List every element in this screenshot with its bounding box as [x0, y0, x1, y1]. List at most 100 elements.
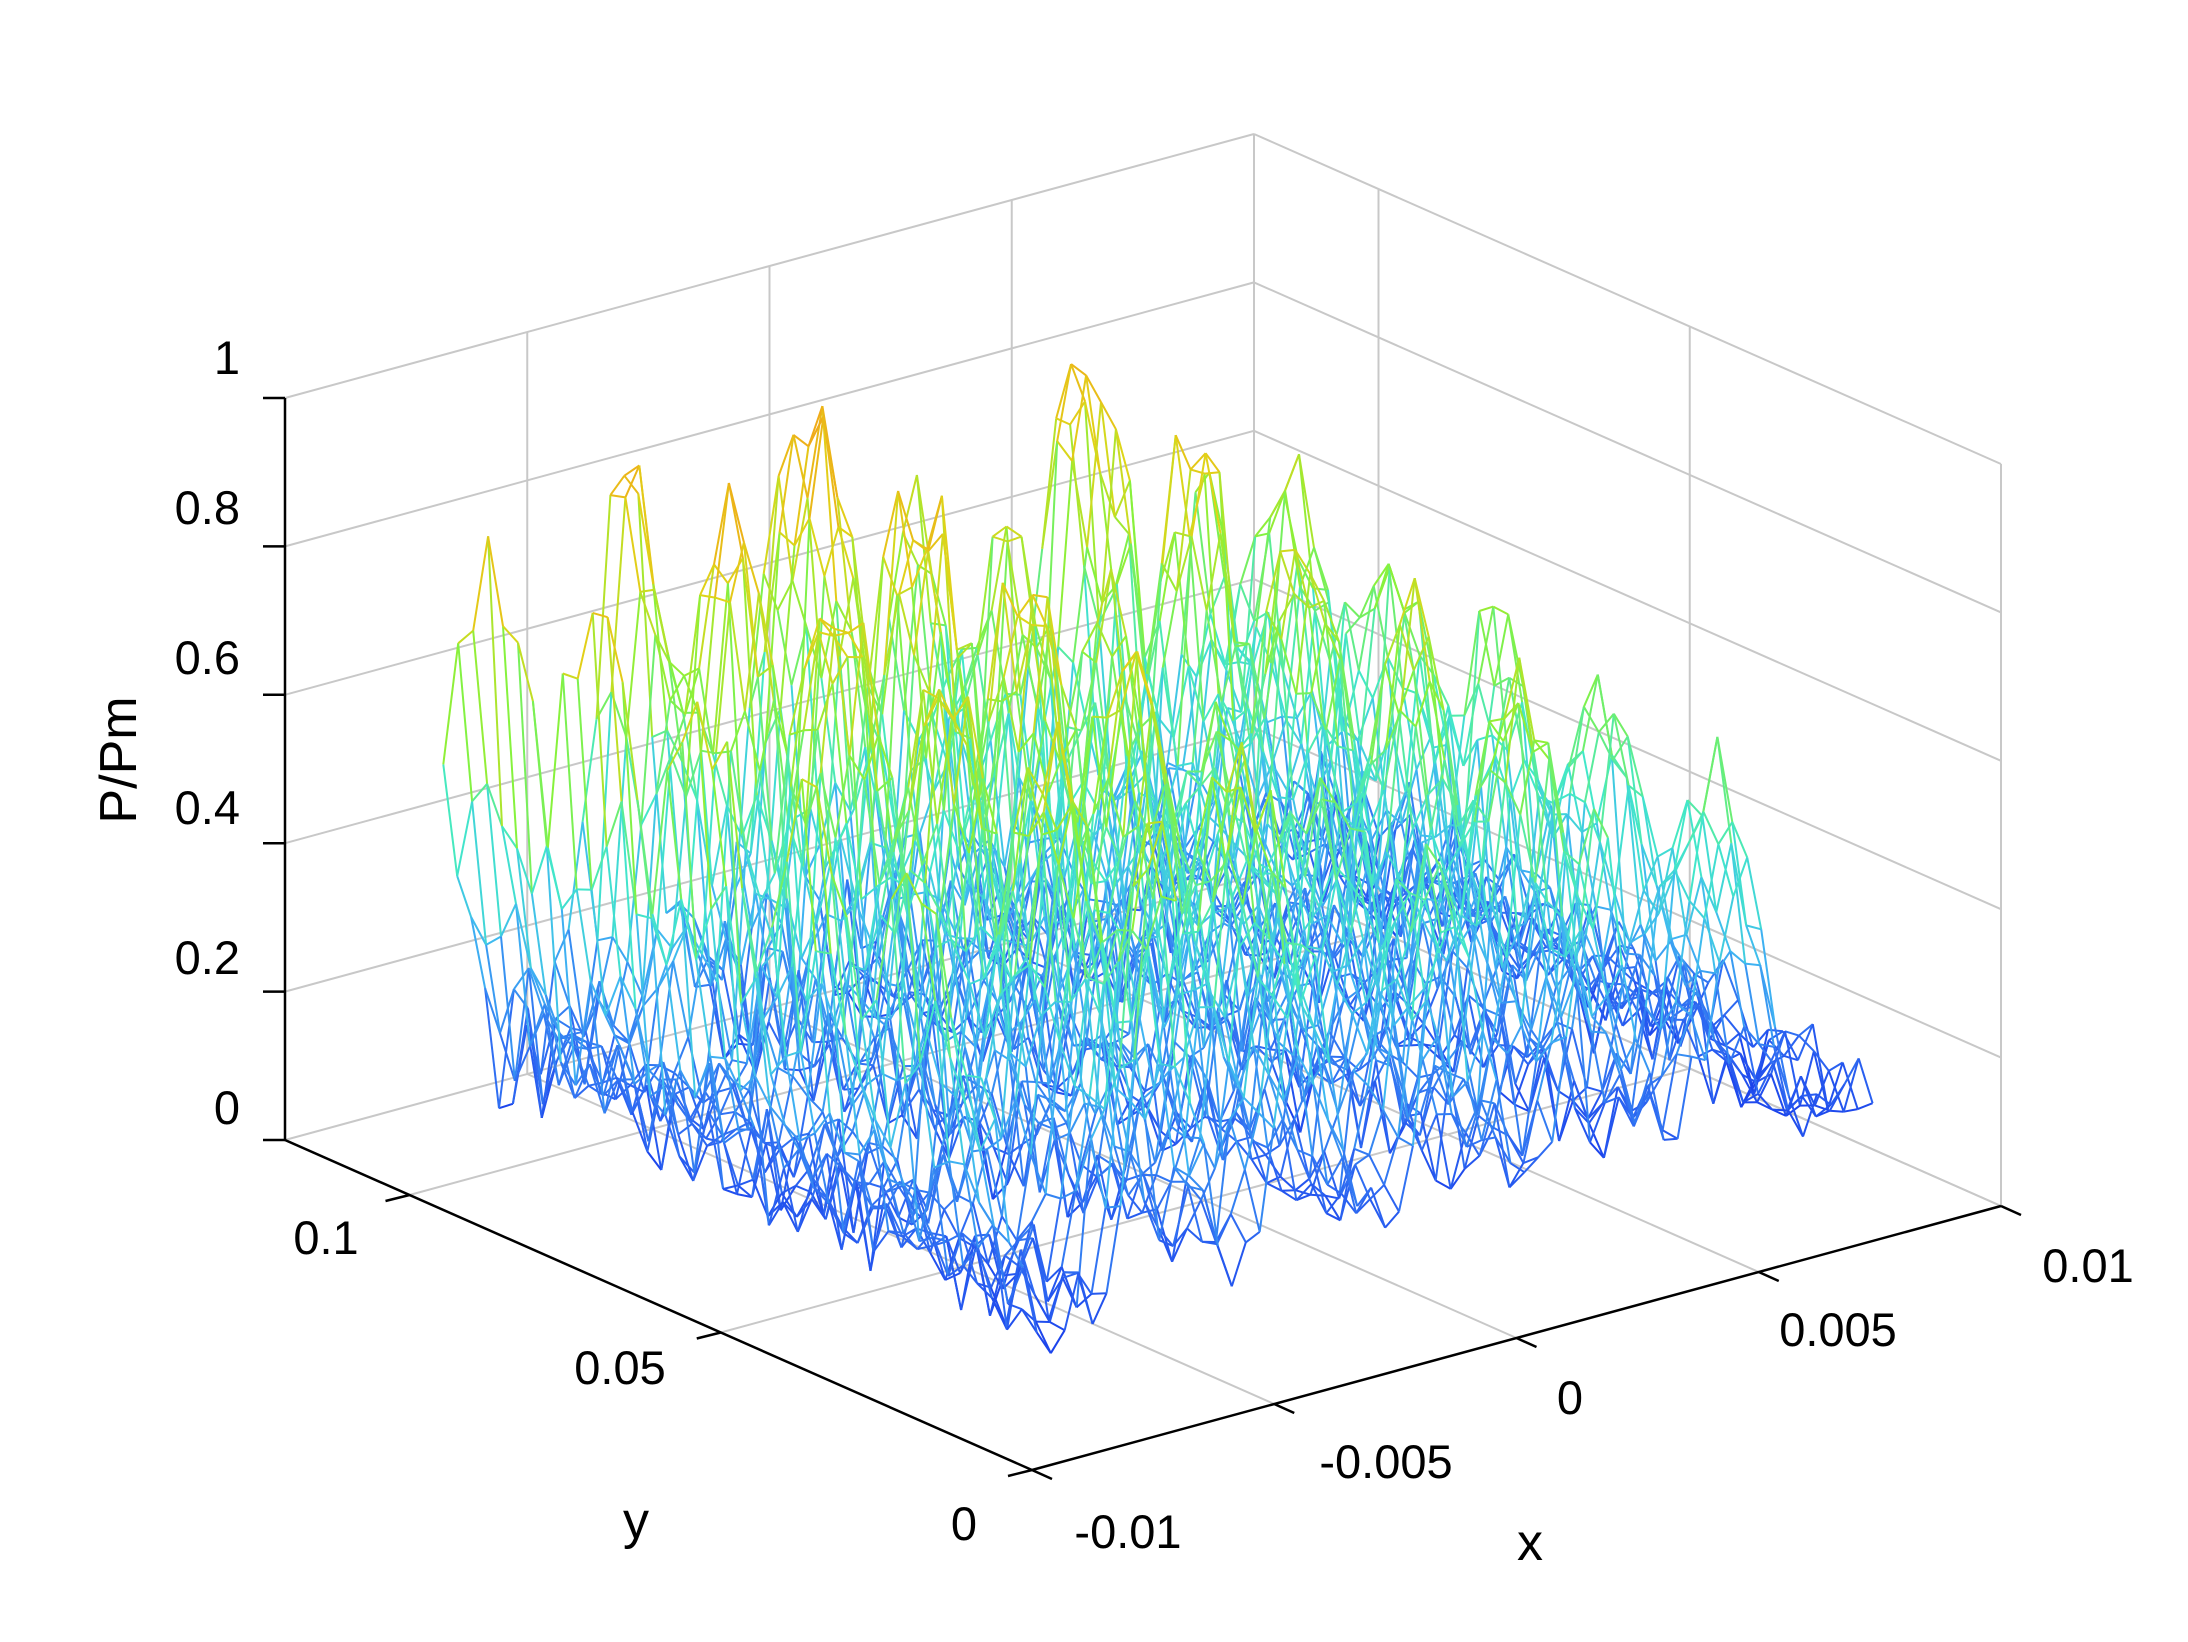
- mesh-segment: [951, 716, 967, 952]
- mesh-segment: [1481, 1136, 1496, 1142]
- mesh-segment: [1324, 1195, 1342, 1221]
- mesh-segment: [1588, 1122, 1605, 1159]
- mesh-segment: [1282, 1054, 1300, 1102]
- mesh-segment: [1296, 717, 1312, 798]
- mesh-segment: [1724, 1044, 1741, 1055]
- mesh-segment: [1602, 1097, 1620, 1159]
- mesh-segment: [1032, 597, 1049, 734]
- mesh-segment: [1208, 991, 1225, 1058]
- mesh-segment: [791, 1075, 809, 1097]
- mesh-segment: [983, 934, 1000, 1039]
- mesh-segment: [1058, 918, 1075, 1041]
- mesh-segment: [736, 1193, 753, 1199]
- mesh-segment: [639, 591, 657, 636]
- mesh-segment: [790, 823, 807, 968]
- mesh-segment: [1298, 984, 1316, 1030]
- mesh-segment: [1440, 926, 1456, 934]
- mesh-segment: [760, 966, 778, 999]
- mesh-segment: [655, 755, 673, 795]
- mesh-segment: [1249, 718, 1266, 745]
- mesh-segment: [1279, 551, 1296, 595]
- mesh-segment: [1068, 1133, 1085, 1214]
- mesh-segment: [692, 1145, 709, 1182]
- mesh-segment: [1028, 963, 1046, 988]
- mesh-segment: [807, 1111, 824, 1135]
- mesh-segment: [712, 583, 729, 755]
- mesh-segment: [899, 655, 916, 877]
- mesh-segment: [964, 1047, 980, 1122]
- mesh-segment: [485, 944, 501, 1034]
- mesh-segment: [1187, 666, 1205, 722]
- mesh-segment: [1240, 742, 1258, 831]
- mesh-segment: [744, 849, 762, 902]
- mesh-segment: [1224, 862, 1241, 948]
- mesh-segment: [677, 1123, 693, 1136]
- mesh-segment: [1380, 892, 1398, 1003]
- mesh-segment: [1788, 1096, 1804, 1137]
- mesh-segment: [484, 988, 500, 1109]
- mesh-segment: [762, 997, 778, 1020]
- mesh-segment: [1263, 1041, 1280, 1090]
- mesh-segment: [838, 1161, 855, 1234]
- mesh-segment: [863, 779, 881, 885]
- mesh-segment: [1008, 1242, 1024, 1268]
- mesh-segment: [1590, 1031, 1606, 1103]
- mesh-segment: [797, 970, 815, 1101]
- mesh-segment: [1446, 744, 1463, 910]
- mesh-segment: [587, 1045, 602, 1050]
- mesh-segment: [1002, 677, 1020, 753]
- mesh-segment: [1829, 1109, 1844, 1113]
- mesh-segment: [978, 1202, 995, 1228]
- mesh-segment: [1360, 1060, 1377, 1149]
- mesh-segment: [748, 573, 765, 709]
- mesh-segment: [1466, 1030, 1484, 1082]
- mesh-segment: [815, 787, 832, 954]
- mesh-segment: [835, 965, 852, 1029]
- mesh-segment: [1634, 966, 1652, 1027]
- mesh-segment: [1388, 566, 1406, 614]
- mesh-segment: [1525, 887, 1542, 981]
- mesh-segment: [836, 496, 854, 538]
- mesh-segment: [1073, 977, 1090, 1087]
- mesh-segment: [1787, 1095, 1803, 1111]
- mesh-segment: [1186, 770, 1202, 787]
- mesh-segment: [1506, 749, 1523, 871]
- mesh-segment: [669, 699, 686, 716]
- mesh-segment: [1368, 1109, 1385, 1156]
- mesh-segment: [649, 1085, 665, 1098]
- mesh-segment: [1756, 1073, 1772, 1103]
- mesh-segment: [759, 872, 776, 902]
- mesh-segment: [1583, 731, 1600, 803]
- mesh-segment: [1703, 844, 1720, 919]
- mesh-segment: [1660, 1002, 1677, 1077]
- mesh-segment: [771, 861, 788, 928]
- mesh-segment: [471, 801, 488, 945]
- mesh-segment: [806, 1095, 824, 1113]
- mesh-segment: [680, 900, 696, 988]
- mesh-segment: [619, 976, 636, 1085]
- mesh-segment: [1311, 1155, 1329, 1186]
- mesh-segment: [1054, 1132, 1070, 1141]
- mesh-segment: [1180, 849, 1197, 886]
- mesh-segment: [1105, 1205, 1121, 1209]
- mesh-segment: [1427, 636, 1445, 711]
- mesh-segment: [737, 1178, 754, 1187]
- mesh-segment: [1287, 873, 1303, 903]
- mesh-segment: [1069, 978, 1087, 1003]
- mesh-segment: [1304, 777, 1322, 877]
- mesh-segment: [1344, 601, 1361, 619]
- mesh-segment: [1414, 726, 1432, 831]
- mesh-segment: [787, 823, 804, 867]
- mesh-segment: [530, 893, 547, 996]
- mesh-segment: [1154, 1071, 1171, 1163]
- mesh-segment: [925, 1029, 943, 1084]
- mesh-segment: [1255, 517, 1272, 628]
- mesh-segment: [1284, 490, 1301, 587]
- mesh-segment: [914, 840, 931, 873]
- mesh-segment: [717, 1059, 733, 1093]
- mesh-segment: [1337, 1013, 1354, 1114]
- mesh-segment: [1622, 1010, 1639, 1027]
- mesh-segment: [1227, 904, 1244, 1062]
- mesh-segment: [952, 696, 969, 720]
- mesh-segment: [820, 983, 838, 1029]
